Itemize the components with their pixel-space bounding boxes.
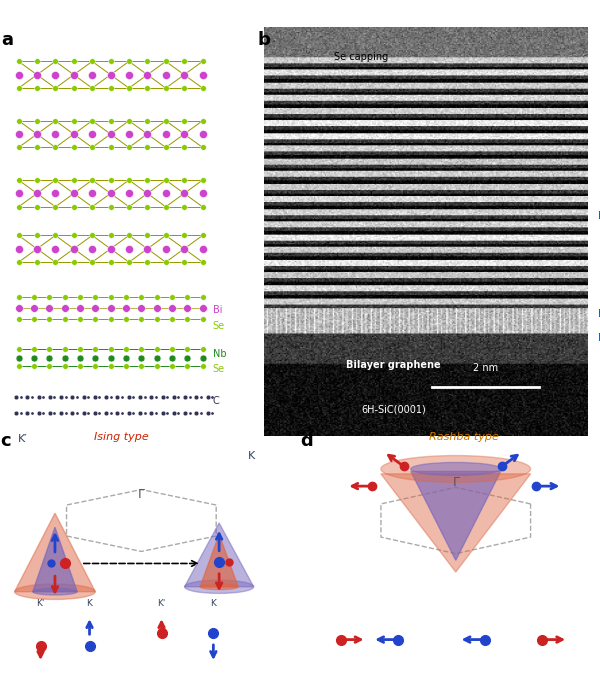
Polygon shape (185, 523, 254, 587)
Text: d: d (300, 432, 313, 450)
Text: Γ: Γ (452, 476, 459, 489)
Ellipse shape (14, 584, 95, 599)
Text: Bilayer graphene: Bilayer graphene (346, 360, 441, 370)
Text: 6H-SiC(0001): 6H-SiC(0001) (361, 405, 426, 415)
Text: Bi₂Se₃: Bi₂Se₃ (598, 211, 600, 220)
Text: Bi: Bi (212, 305, 222, 315)
Text: 2 nm: 2 nm (473, 363, 499, 373)
Ellipse shape (381, 456, 530, 482)
Text: Se: Se (212, 321, 225, 331)
Text: c: c (0, 432, 11, 450)
Text: K': K' (37, 599, 45, 608)
Text: K: K (86, 599, 92, 608)
Text: NbSe₂: NbSe₂ (598, 333, 600, 343)
Text: Nb: Nb (212, 349, 226, 359)
Ellipse shape (200, 584, 238, 590)
Text: BiSe: BiSe (598, 309, 600, 318)
Ellipse shape (411, 462, 500, 475)
Polygon shape (14, 513, 95, 592)
Polygon shape (200, 535, 238, 587)
Text: Rashba type: Rashba type (430, 432, 499, 442)
Ellipse shape (185, 580, 254, 593)
Text: K: K (248, 451, 255, 461)
Text: Se capping: Se capping (334, 52, 388, 62)
Text: b: b (257, 31, 271, 49)
Text: K′: K′ (17, 434, 27, 444)
Polygon shape (411, 471, 500, 561)
Text: Ising type: Ising type (94, 432, 149, 442)
Text: Se: Se (212, 364, 225, 374)
Text: C: C (212, 396, 220, 406)
Ellipse shape (33, 589, 77, 595)
Polygon shape (381, 474, 530, 572)
Polygon shape (33, 527, 77, 592)
Text: Γ: Γ (138, 488, 145, 501)
Text: K: K (211, 599, 216, 608)
Text: a: a (1, 31, 13, 49)
Text: K': K' (157, 599, 166, 608)
